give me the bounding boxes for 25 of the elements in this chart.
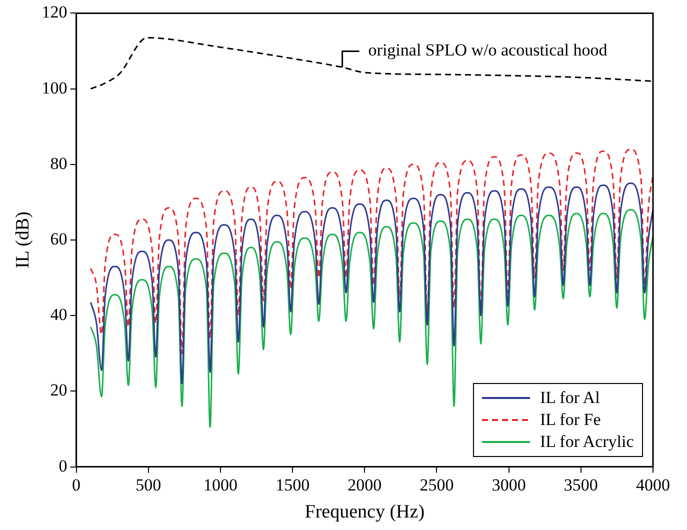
line-series — [90, 182, 653, 384]
x-tick-label: 0 — [72, 475, 81, 494]
y-tick-label: 20 — [50, 380, 68, 400]
x-tick-label: 2500 — [420, 475, 454, 494]
y-tick-label: 0 — [58, 456, 68, 476]
x-tick-label: 2000 — [348, 475, 382, 494]
legend-label: IL for Acrylic — [540, 430, 634, 453]
y-tick-label: 100 — [42, 78, 68, 98]
line-series — [90, 148, 653, 354]
x-tick-label: 3500 — [564, 475, 598, 494]
y-tick-label: 120 — [42, 2, 68, 22]
x-tick-label: 3000 — [492, 475, 526, 494]
x-tick-label: 500 — [136, 475, 162, 494]
x-axis-title: Frequency (Hz) — [304, 502, 425, 523]
legend-label: IL for Al — [540, 386, 600, 409]
x-tick-label: 4000 — [636, 475, 670, 494]
x-tick-label: 1000 — [203, 475, 238, 494]
y-tick-label: 40 — [50, 305, 68, 324]
y-axis-title: IL (dB) — [12, 212, 34, 268]
legend-label: IL for Fe — [540, 408, 601, 431]
annotation: original SPLO w/o acoustical hood — [368, 40, 608, 60]
y-tick-label: 60 — [50, 229, 68, 248]
x-tick-label: 1500 — [276, 475, 310, 494]
y-tick-label: 80 — [50, 154, 68, 173]
line-series — [90, 209, 653, 428]
